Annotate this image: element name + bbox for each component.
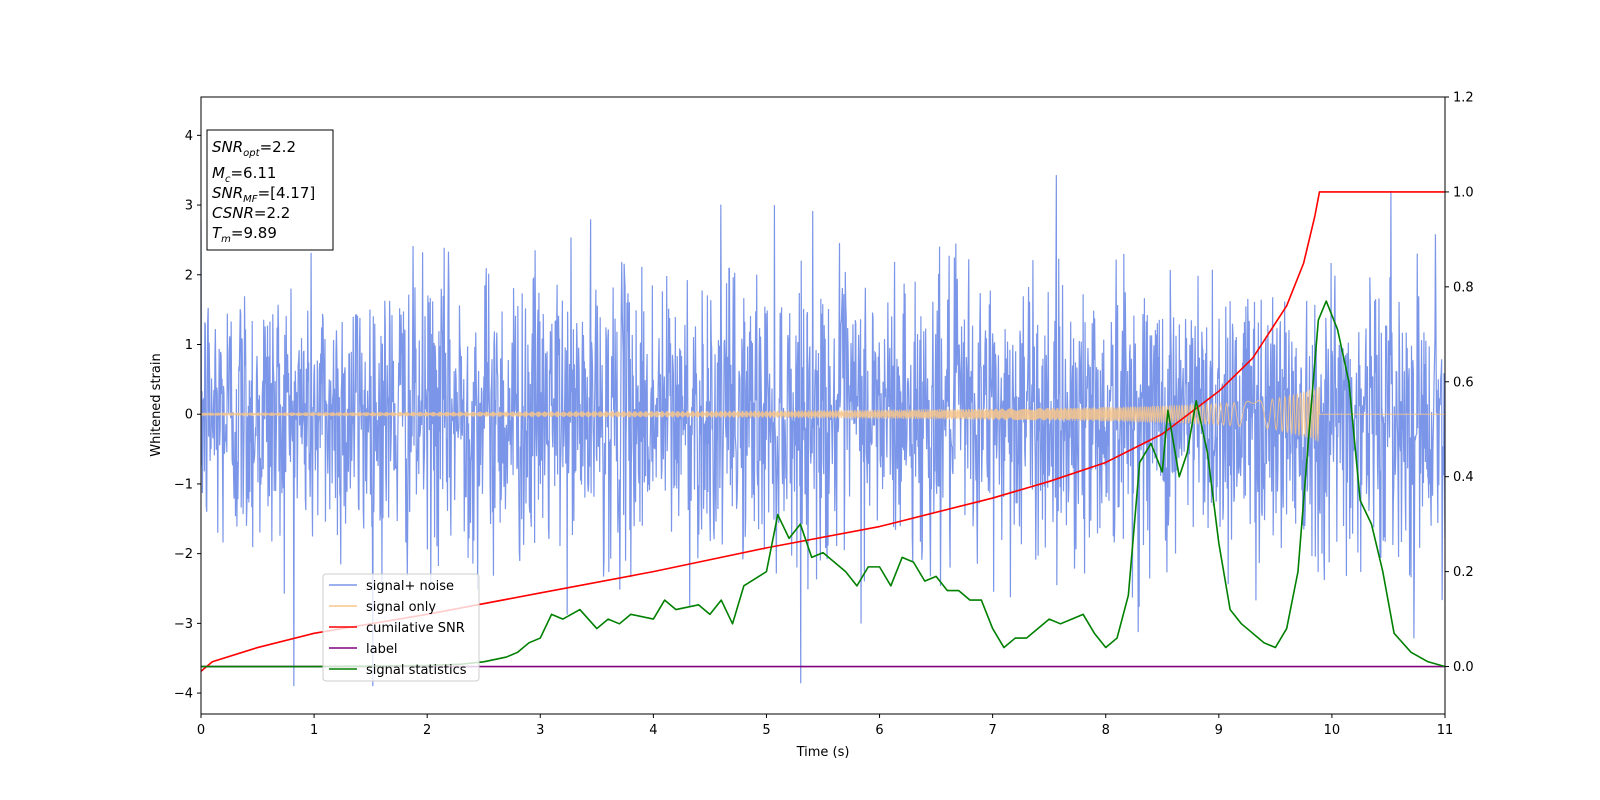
x-tick-label: 8 — [1102, 723, 1110, 738]
info-box: SNRopt=2.2 Mc=6.11 SNRMF=[4.17] CSNR=2.2… — [206, 129, 334, 251]
y-right-tick-label: 0.6 — [1453, 375, 1474, 390]
legend-item-signal-noise: signal+ noise — [329, 579, 454, 594]
x-tick-label: 9 — [1215, 723, 1223, 738]
legend-label-cumulative-snr: cumilative SNR — [366, 621, 465, 636]
y-right-tick-label: 0.0 — [1453, 660, 1474, 675]
y-right-tick-label: 1.2 — [1453, 91, 1474, 106]
y-left-tick-label: 1 — [185, 338, 193, 353]
legend-label-signal-noise: signal+ noise — [366, 579, 454, 594]
x-tick-label: 1 — [310, 723, 318, 738]
x-tick-label: 10 — [1324, 723, 1341, 738]
y-left-tick-label: 3 — [185, 199, 193, 214]
x-tick-label: 5 — [762, 723, 770, 738]
legend-item-label: label — [329, 642, 397, 657]
series-signal-statistics-line — [201, 300, 1445, 668]
x-tick-label: 7 — [988, 723, 996, 738]
y-left-tick-label: 4 — [185, 129, 193, 144]
info-mc: Mc=6.11 — [212, 164, 276, 185]
legend-frame — [322, 573, 480, 682]
legend: signal+ noise signal only cumilative SNR… — [322, 573, 480, 682]
y-left-tick-label: 2 — [185, 268, 193, 283]
series-signal-noise-line — [201, 175, 1445, 687]
legend-item-signal-only: signal only — [329, 600, 436, 615]
y-right-tick-label: 0.4 — [1453, 470, 1474, 485]
y-left-tick-label: −3 — [174, 617, 193, 632]
y-right-tick-label: 1.0 — [1453, 185, 1474, 200]
info-snr-opt: SNRopt=2.2 — [212, 138, 296, 159]
x-tick-label: 11 — [1437, 723, 1454, 738]
legend-label-label: label — [366, 642, 397, 657]
legend-label-signal-only: signal only — [366, 600, 436, 615]
y-axis-left-label: Whitened strain — [149, 353, 164, 456]
y-left-tick-label: −2 — [174, 547, 193, 562]
y-left-tick-label: −4 — [174, 687, 193, 702]
x-tick-label: 6 — [875, 723, 883, 738]
y-right-tick-label: 0.8 — [1453, 280, 1474, 295]
x-tick-label: 0 — [197, 723, 205, 738]
info-box-frame — [206, 129, 334, 251]
y-right-tick-label: 0.2 — [1453, 565, 1474, 580]
info-csnr: CSNR=2.2 — [212, 204, 290, 222]
legend-item-signal-statistics: signal statistics — [329, 663, 467, 678]
info-tm: Tm=9.89 — [212, 224, 277, 245]
x-tick-label: 4 — [649, 723, 657, 738]
legend-label-signal-statistics: signal statistics — [366, 663, 467, 678]
x-axis-label: Time (s) — [796, 745, 850, 760]
axes: 0 1 2 3 4 5 6 7 8 9 10 11 −4 −3 −2 −1 0 1 2 3 4 0.0 0.2 0.4 0.6 0… — [174, 91, 1474, 739]
legend-item-cumulative-snr: cumilative SNR — [329, 621, 465, 636]
axes-frame — [200, 96, 1446, 715]
y-left-tick-label: −1 — [174, 477, 193, 492]
x-tick-label: 2 — [423, 723, 431, 738]
y-left-tick-label: 0 — [185, 408, 193, 423]
info-snr-mf: SNRMF=[4.17] — [212, 184, 315, 205]
series-signal-only-line — [201, 386, 1445, 442]
x-tick-label: 3 — [536, 723, 544, 738]
